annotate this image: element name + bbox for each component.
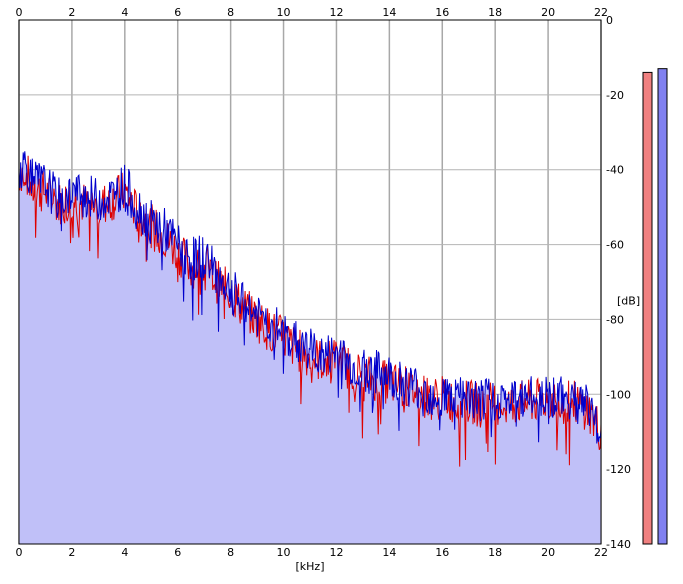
x-tick-label-top: 18: [488, 6, 502, 19]
x-axis-top: 0 2 4 6 8 10 12 14 16 18 20 22: [16, 6, 609, 19]
x-axis-bottom: 0 2 4 6 8 10 12 14 16 18 20 22: [16, 546, 609, 559]
x-tick-label-bottom: 4: [121, 546, 128, 559]
x-tick-label-top: 2: [68, 6, 75, 19]
y-tick-label: -80: [606, 313, 624, 326]
x-tick-label-top: 22: [594, 6, 608, 19]
y-tick-label: -20: [606, 89, 624, 102]
x-tick-label-top: 20: [541, 6, 555, 19]
y-tick-label: -60: [606, 239, 624, 252]
x-tick-label-top: 8: [227, 6, 234, 19]
x-tick-label-top: 14: [382, 6, 396, 19]
y-tick-label: -120: [606, 463, 631, 476]
series-red-line: [18, 155, 602, 467]
x-tick-label-bottom: 18: [488, 546, 502, 559]
x-tick-label-bottom: 16: [435, 546, 449, 559]
y-tick-label: -140: [606, 538, 631, 551]
y-tick-label: -100: [606, 388, 631, 401]
x-tick-label-bottom: 2: [68, 546, 75, 559]
y-tick-label: 0: [606, 14, 613, 27]
x-tick-label-bottom: 0: [16, 546, 23, 559]
level-meter-right: [657, 68, 668, 545]
y-axis-label: [dB]: [617, 295, 640, 308]
x-tick-label-bottom: 12: [329, 546, 343, 559]
x-tick-label-bottom: 20: [541, 546, 555, 559]
level-meters: [642, 68, 668, 545]
x-tick-label-bottom: 22: [594, 546, 608, 559]
x-tick-label-top: 10: [277, 6, 291, 19]
x-tick-label-top: 16: [435, 6, 449, 19]
x-tick-label-top: 0: [16, 6, 23, 19]
x-tick-label-top: 4: [121, 6, 128, 19]
spectrum-fill-area: [19, 151, 601, 545]
series-blue-line: [18, 151, 602, 444]
x-tick-label-bottom: 8: [227, 546, 234, 559]
x-tick-label-top: 6: [174, 6, 181, 19]
series-group: [18, 151, 602, 467]
y-tick-label: -40: [606, 164, 624, 177]
x-tick-label-top: 12: [329, 6, 343, 19]
level-meter-left: [642, 71, 653, 545]
y-axis: 0 -20 -40 -60 -80 -100 -120 -140: [606, 14, 631, 551]
x-tick-label-bottom: 14: [382, 546, 396, 559]
x-tick-label-bottom: 10: [277, 546, 291, 559]
x-axis-label: [kHz]: [296, 560, 325, 573]
plot-frame: [18, 19, 602, 545]
x-tick-label-bottom: 6: [174, 546, 181, 559]
